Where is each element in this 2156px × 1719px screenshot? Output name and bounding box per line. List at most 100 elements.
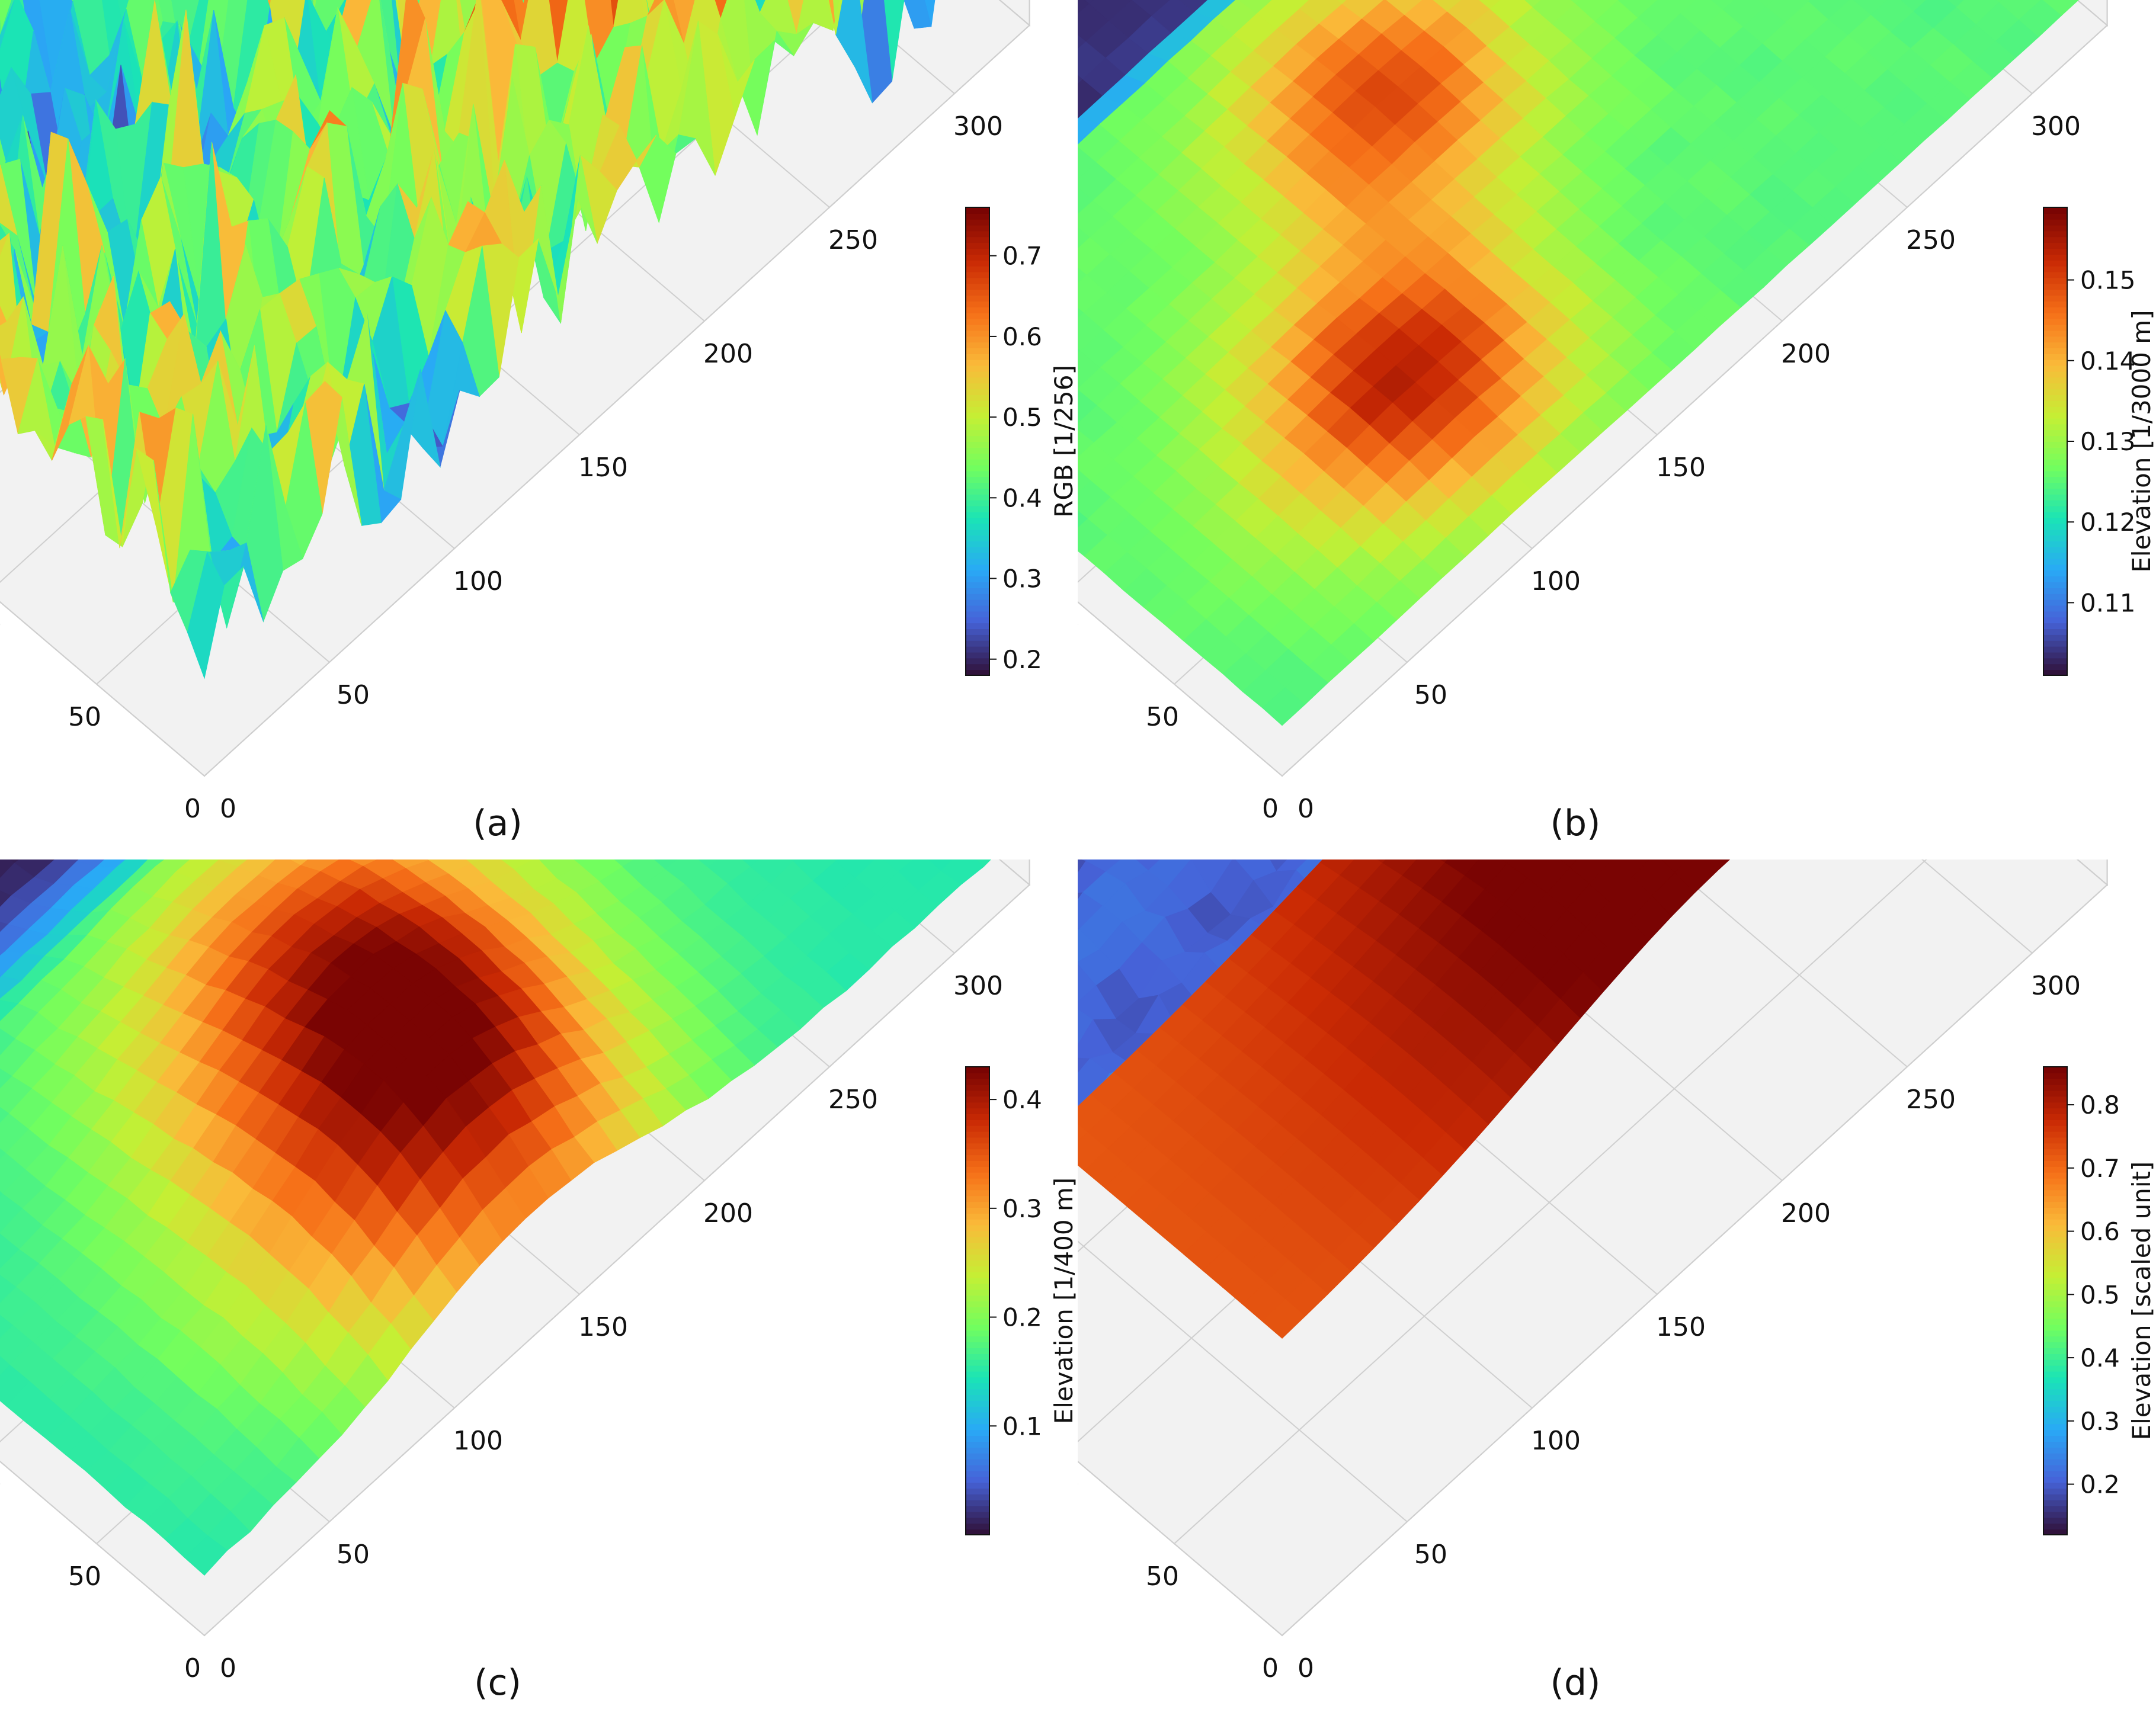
colorbar-segment: [966, 1383, 989, 1390]
x-tick-label: 100: [1078, 610, 1079, 640]
colorbar-segment: [966, 242, 989, 249]
y-tick-label: 0: [220, 1653, 236, 1683]
surface-cell: [1478, 0, 1501, 10]
colorbar-segment: [966, 1137, 989, 1144]
colorbar-segment: [966, 453, 989, 460]
y-tick-label: 50: [1414, 680, 1447, 710]
colorbar-segment: [966, 1283, 989, 1290]
colorbar-tick-label: 0.4: [1002, 1085, 1042, 1114]
colorbar-segment: [2043, 259, 2067, 267]
colorbar-segment: [966, 646, 989, 653]
colorbar-segment: [966, 1242, 989, 1249]
colorbar-segment: [2043, 219, 2067, 226]
colorbar-segment: [2043, 605, 2067, 612]
colorbar-segment: [966, 1218, 989, 1226]
surface: [1078, 0, 2079, 726]
colorbar-segment: [966, 1213, 989, 1220]
surface-cell: [513, 0, 529, 41]
colorbar-segment: [966, 312, 989, 319]
colorbar-segment: [966, 611, 989, 618]
panel-c: Min-max scaled relative elevation DEMmin…: [0, 859, 1078, 1719]
y-tick-label: 50: [337, 680, 370, 710]
surface-cell: [790, 859, 796, 862]
colorbar-segment: [966, 318, 989, 325]
colorbar-segment: [966, 1184, 989, 1191]
colorbar-segment: [966, 1277, 989, 1284]
colorbar-segment: [2043, 441, 2067, 448]
panel-label: (c): [474, 1662, 521, 1704]
surface-cell: [904, 0, 932, 29]
colorbar-segment: [966, 336, 989, 343]
colorbar-segment: [966, 1523, 989, 1530]
colorbar-tick-label: 0.4: [1002, 483, 1042, 512]
colorbar-segment: [2043, 306, 2067, 313]
colorbar-segment: [2043, 617, 2067, 624]
colorbar-segment: [966, 441, 989, 448]
colorbar-segment: [966, 429, 989, 437]
colorbar-segment: [2043, 248, 2067, 255]
colorbar-segment: [966, 277, 989, 284]
colorbar-segment: [2043, 658, 2067, 665]
x-tick-label: 0: [184, 794, 201, 824]
colorbar-segment: [966, 482, 989, 489]
colorbar-segment: [2043, 582, 2067, 588]
surface-cell: [1569, 0, 1580, 5]
colorbar-segment: [2043, 330, 2067, 337]
colorbar-segment: [966, 1265, 989, 1272]
colorbar-tick-label: 0.5: [1002, 403, 1042, 432]
grid-line: [1078, 601, 1283, 777]
grid-line: [1662, 859, 1908, 1067]
panel-label: (a): [473, 803, 523, 844]
colorbar-segment: [966, 605, 989, 612]
colorbar-segment: [966, 570, 989, 577]
colorbar-segment: [966, 599, 989, 606]
panel-label: (b): [1550, 803, 1601, 844]
colorbar-segment: [966, 1429, 989, 1436]
colorbar-tick-label: 0.12: [2080, 508, 2136, 537]
colorbar-segment: [966, 493, 989, 501]
colorbar-segment: [966, 658, 989, 665]
colorbar-segment: [2043, 342, 2067, 348]
colorbar-segment: [2043, 669, 2067, 676]
grid-line: [1174, 859, 1927, 1544]
colorbar-segment: [2043, 400, 2067, 407]
colorbar-segment: [966, 1318, 989, 1325]
surface: [0, 0, 936, 679]
colorbar-segment: [966, 1517, 989, 1524]
surface-cell: [1995, 0, 2003, 3]
colorbar-segment: [966, 1259, 989, 1266]
grid-line: [1078, 1460, 1283, 1636]
colorbar-segment: [966, 517, 989, 524]
surface-cell: [9, 859, 20, 864]
colorbar-segment: [966, 470, 989, 477]
grid-line: [204, 25, 1030, 777]
colorbar-tick-label: 0.2: [1002, 1303, 1042, 1332]
colorbar-segment: [966, 587, 989, 594]
colorbar-segment: [966, 324, 989, 331]
colorbar-segment: [966, 576, 989, 582]
colorbar-segment: [966, 265, 989, 272]
colorbar-segment: [966, 213, 989, 220]
surface: [1078, 859, 1731, 1339]
colorbar-segment: [966, 1102, 989, 1109]
colorbar-segment: [966, 1108, 989, 1114]
colorbar-segment: [2043, 225, 2067, 232]
colorbar-segment: [966, 236, 989, 243]
colorbar-segment: [2043, 447, 2067, 454]
colorbar-segment: [966, 617, 989, 624]
colorbar-segment: [966, 435, 989, 442]
colorbar-segment: [2043, 482, 2067, 489]
x-tick-label: 0: [184, 1653, 201, 1683]
colorbar-segment: [966, 424, 989, 431]
colorbar-segment: [2043, 213, 2067, 220]
surface-cell: [741, 859, 760, 868]
surface-cell: [833, 859, 838, 862]
colorbar-tick-label: 0.6: [1002, 322, 1042, 351]
colorbar: 0.11 0.12 0.13 0.14 0.15 Elevation [1/3000 m]: [2043, 207, 2156, 676]
grid-line: [1282, 25, 2108, 777]
colorbar-segment: [966, 1505, 989, 1512]
colorbar-segment: [966, 1078, 989, 1085]
